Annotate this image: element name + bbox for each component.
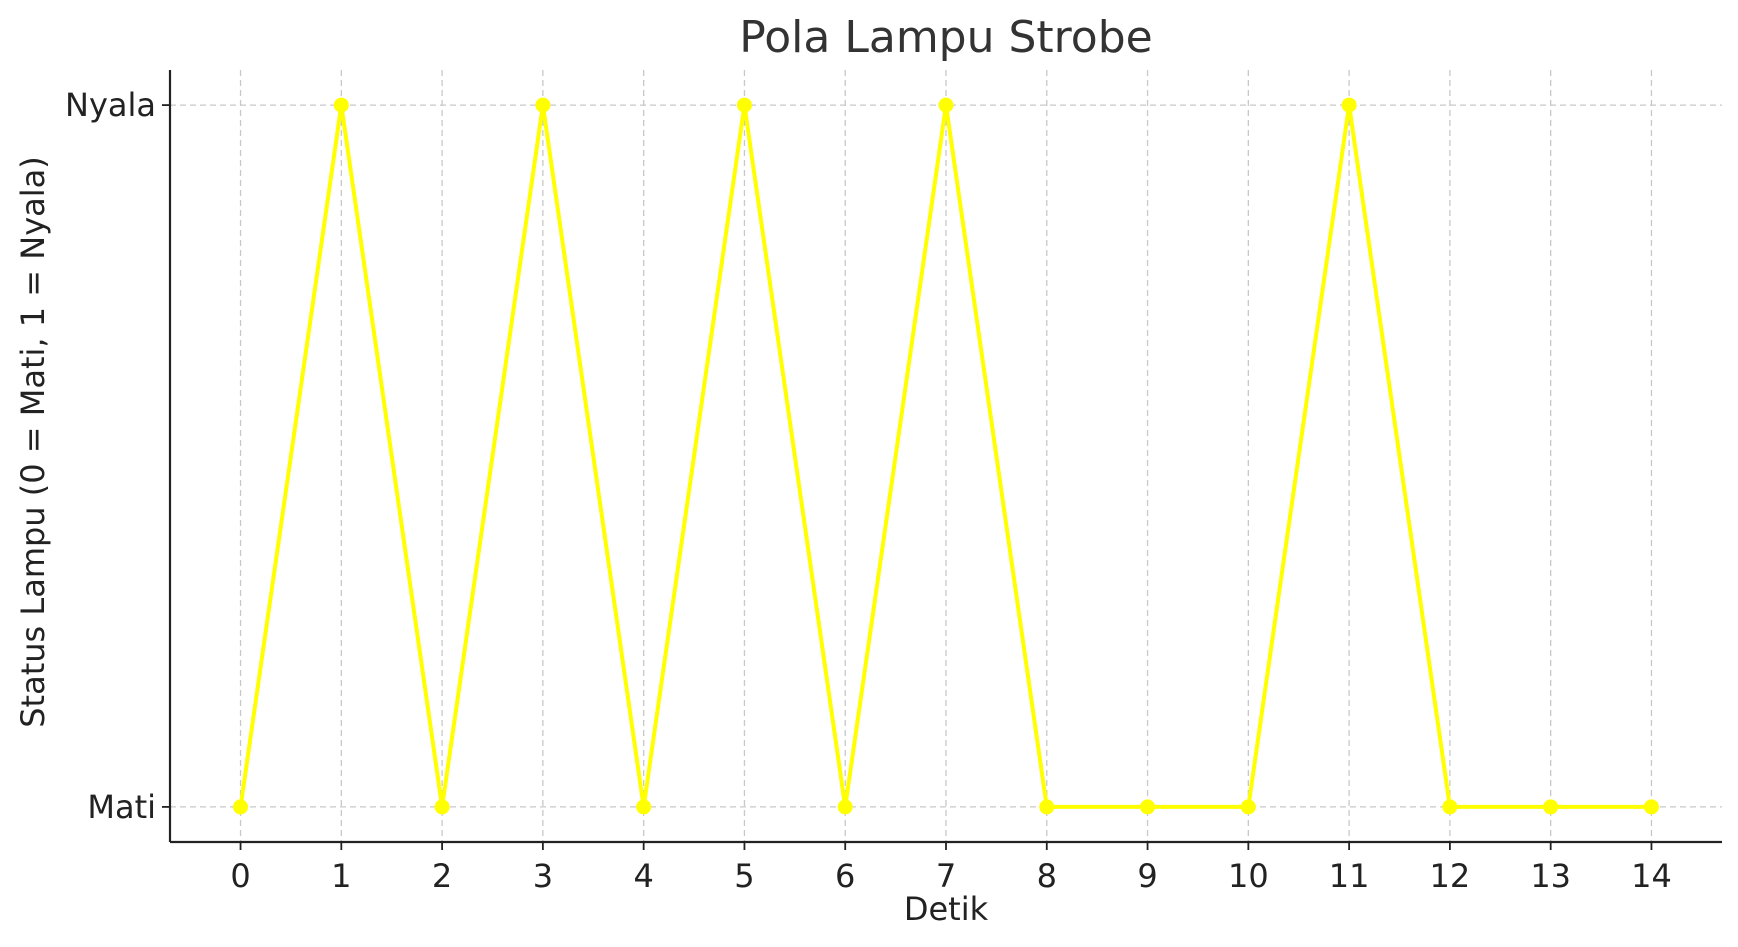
- x-tick-label: 8: [1037, 857, 1057, 895]
- y-axis-label: Status Lampu (0 = Mati, 1 = Nyala): [14, 156, 52, 728]
- x-tick-label: 0: [230, 857, 250, 895]
- x-tick-label: 6: [835, 857, 855, 895]
- x-axis-label: Detik: [904, 890, 989, 928]
- y-tick-label: Mati: [87, 788, 156, 826]
- series-layer: [233, 97, 1659, 815]
- data-point: [837, 799, 853, 815]
- data-point: [1543, 799, 1559, 815]
- x-tick-label: 4: [633, 857, 653, 895]
- data-point: [535, 97, 551, 113]
- x-tick-label: 14: [1631, 857, 1672, 895]
- x-tick-label: 5: [734, 857, 754, 895]
- x-tick-label: 9: [1137, 857, 1157, 895]
- data-point: [233, 799, 249, 815]
- data-point: [333, 97, 349, 113]
- x-tick-label: 7: [936, 857, 956, 895]
- y-tick-label: Nyala: [65, 86, 156, 124]
- x-tick-label: 10: [1228, 857, 1269, 895]
- data-point: [1442, 799, 1458, 815]
- data-point: [1240, 799, 1256, 815]
- data-point: [636, 799, 652, 815]
- data-point: [1039, 799, 1055, 815]
- data-point: [938, 97, 954, 113]
- x-tick-label: 13: [1530, 857, 1571, 895]
- data-point: [1341, 97, 1357, 113]
- x-tick-label: 11: [1329, 857, 1370, 895]
- grid: [170, 70, 1722, 842]
- data-point: [434, 799, 450, 815]
- data-point: [1643, 799, 1659, 815]
- x-tick-label: 1: [331, 857, 351, 895]
- x-tick-label: 3: [533, 857, 553, 895]
- data-point: [1140, 799, 1156, 815]
- x-tick-label: 2: [432, 857, 452, 895]
- x-tick-label: 12: [1430, 857, 1471, 895]
- chart-title: Pola Lampu Strobe: [739, 12, 1152, 63]
- data-point: [736, 97, 752, 113]
